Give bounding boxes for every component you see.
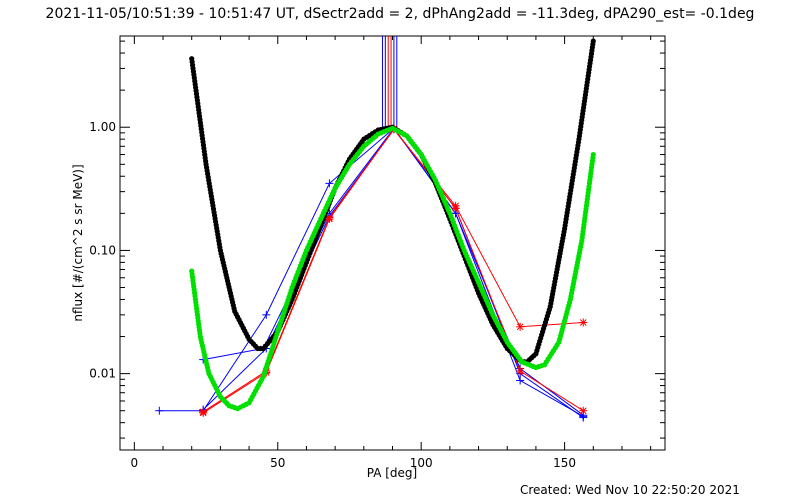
series-1	[199, 124, 588, 420]
data-point	[579, 406, 588, 415]
data-point	[590, 151, 596, 158]
data-point	[325, 214, 334, 223]
series-6	[189, 125, 596, 412]
series-line	[202, 128, 584, 413]
data-point	[199, 408, 208, 417]
y-axis-label: nflux [#/(cm^2 s sr MeV)]	[71, 164, 85, 321]
data-point	[155, 406, 164, 415]
data-point	[516, 376, 525, 385]
created-timestamp: Created: Wed Nov 10 22:50:20 2021	[520, 483, 740, 497]
y-tick-label: 0.01	[89, 367, 116, 381]
series-line	[202, 128, 584, 414]
data-point	[262, 310, 271, 319]
x-tick-label: 100	[410, 456, 433, 470]
chart-title: 2021-11-05/10:51:39 - 10:51:47 UT, dSect…	[46, 6, 755, 22]
y-tick-label: 1.00	[89, 120, 116, 134]
series-0	[155, 124, 588, 421]
x-axis-label: PA [deg]	[367, 466, 417, 480]
series-line	[203, 127, 584, 416]
series-4	[199, 124, 588, 417]
series-3	[199, 125, 588, 416]
data-point	[516, 322, 525, 331]
series-layer	[155, 38, 596, 422]
x-tick-label: 50	[270, 456, 285, 470]
data-point	[579, 413, 588, 422]
data-point	[579, 318, 588, 327]
data-point	[516, 367, 525, 376]
series-5	[189, 38, 596, 365]
data-point	[590, 38, 596, 44]
vertical-lines	[381, 36, 398, 128]
x-tick-label: 150	[553, 456, 576, 470]
data-point	[451, 204, 460, 213]
axis-ticks: 0 50 100 150 0.01 0.10 1.00	[89, 36, 665, 470]
data-point	[325, 179, 334, 188]
x-tick-label: 0	[131, 456, 139, 470]
y-tick-label: 0.10	[89, 243, 116, 257]
